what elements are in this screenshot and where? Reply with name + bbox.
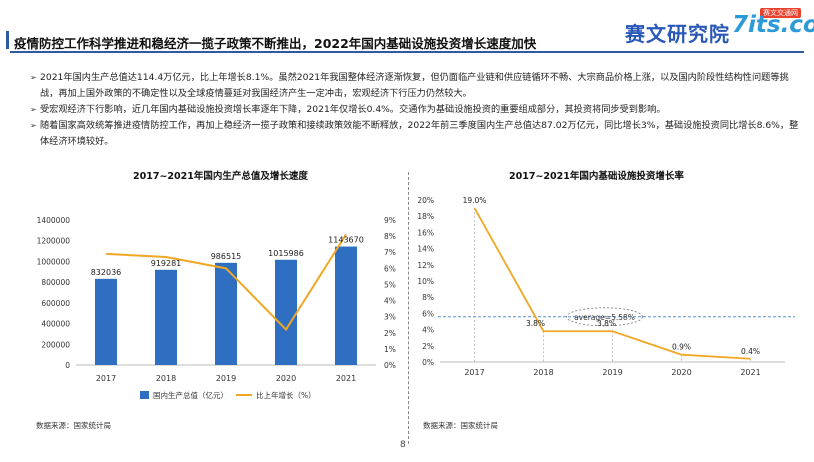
y-tick-label: 12% [417, 261, 434, 270]
y-right-tick-label: 5% [384, 280, 396, 289]
x-tick-label: 2021 [336, 374, 356, 383]
arrow-bullet-icon: ➢ [30, 105, 37, 114]
gdp-bar [335, 246, 357, 365]
average-label: average=5.58% [574, 313, 635, 322]
x-tick-label: 2018 [156, 374, 176, 383]
page-number: 8 [400, 440, 406, 450]
growth-value-label: 3.8% [526, 319, 545, 328]
y-tick-label: 10% [417, 277, 434, 286]
legend-label-line: 比上年增长（%） [256, 390, 316, 400]
y-tick-label: 0% [422, 358, 434, 367]
y-right-tick-label: 7% [384, 248, 396, 257]
growth-value-label: 19.0% [463, 196, 487, 205]
gdp-value-label: 919281 [151, 259, 182, 268]
y-right-tick-label: 8% [384, 232, 396, 241]
gdp-value-label: 986515 [211, 252, 242, 261]
y-right-tick-label: 6% [384, 264, 396, 273]
legend-swatch-bar [140, 391, 149, 399]
growth-value-label: 0.9% [672, 343, 691, 352]
chart-divider [408, 172, 409, 444]
brand-logo-cn[interactable]: 赛文研究院 [625, 22, 730, 46]
y-tick-label: 8% [422, 293, 434, 302]
x-tick-label: 2021 [740, 368, 760, 377]
title-rule [10, 51, 804, 53]
gdp-chart: 0 200000 400000 600000 800000 1000000 1200000 1… [37, 216, 396, 400]
y-tick-label: 4% [422, 326, 434, 335]
x-tick-label: 2019 [602, 368, 622, 377]
bullet-text: 随着国家高效统筹推进疫情防控工作，再加上稳经济一揽子政策和接续政策效能不断释放，… [40, 120, 799, 147]
bullet-text: 受宏观经济下行影响，近几年国内基础设施投资增长率逐年下降，2021年仅增长0.4… [40, 104, 666, 115]
y-tick-label: 2% [422, 342, 434, 351]
infra-chart-title: 2017~2021年国内基础设施投资增长率 [509, 171, 684, 182]
y-tick-label: 14% [417, 245, 434, 254]
x-tick-label: 2019 [216, 374, 236, 383]
gdp-value-label: 1015986 [268, 249, 304, 258]
y-left-tick-label: 400000 [41, 320, 70, 329]
y-right-tick-label: 9% [384, 216, 396, 225]
average-callout [566, 307, 643, 327]
y-left-tick-label: 600000 [41, 299, 70, 308]
brand-logo-badge: 赛文交通网 [760, 8, 801, 18]
growth-rate-line [473, 207, 751, 360]
y-left-tick-label: 1200000 [37, 237, 71, 246]
gdp-bar [215, 262, 237, 365]
infra-source-note: 数据来源：国家统计局 [423, 421, 498, 430]
y-tick-label: 16% [417, 228, 434, 237]
x-tick-label: 2017 [96, 374, 116, 383]
y-left-tick-label: 200000 [41, 340, 70, 349]
bullet-text: 2021年国内生产总值达114.4万亿元，比上年增长8.1%。虽然2021年我国… [40, 72, 789, 99]
growth-line [105, 233, 347, 332]
bullet-item: ➢ 受宏观经济下行影响，近几年国内基础设施投资增长率逐年下降，2021年仅增长0… [30, 102, 800, 118]
arrow-bullet-icon: ➢ [30, 73, 37, 82]
arrow-bullet-icon: ➢ [30, 121, 37, 130]
bullet-item: ➢ 2021年国内生产总值达114.4万亿元，比上年增长8.1%。虽然2021年… [30, 70, 800, 102]
legend-label-bar: 国内生产总值（亿元） [153, 390, 228, 400]
y-tick-label: 6% [422, 309, 434, 318]
growth-value-label: 3.8% [597, 319, 616, 328]
gdp-bar [275, 259, 297, 365]
bullet-item: ➢ 随着国家高效统筹推进疫情防控工作，再加上稳经济一揽子政策和接续政策效能不断释… [30, 118, 800, 150]
y-right-tick-label: 2% [384, 329, 396, 338]
x-tick-label: 2018 [533, 368, 553, 377]
x-tick-label: 2017 [464, 368, 484, 377]
x-tick-label: 2020 [671, 368, 691, 377]
header: 疫情防控工作科学推进和稳经济一揽子政策不断推出，2022年国内基础设施投资增长速… [0, 0, 814, 53]
y-left-tick-label: 1400000 [37, 216, 71, 225]
infra-chart: 0% 2% 4% 6% 8% 10% 12% 14% 16% 18% 20% 2017 2018 2019… [417, 196, 795, 377]
growth-value-label: 0.4% [741, 347, 760, 356]
gdp-value-label: 1143670 [328, 236, 364, 245]
y-right-tick-label: 1% [384, 345, 396, 354]
brand-logo-en[interactable]: 7its.com [732, 12, 814, 38]
gdp-chart-title: 2017~2021年国内生产总值及增长速度 [133, 171, 308, 182]
gdp-value-label: 832036 [91, 268, 122, 277]
y-left-tick-label: 800000 [41, 278, 70, 287]
gdp-bar [95, 278, 117, 365]
page-title: 疫情防控工作科学推进和稳经济一揽子政策不断推出，2022年国内基础设施投资增长速… [14, 36, 537, 51]
y-right-tick-label: 3% [384, 313, 396, 322]
y-left-tick-label: 1000000 [37, 257, 71, 266]
y-right-tick-label: 0% [384, 361, 396, 370]
bullet-list: ➢ 2021年国内生产总值达114.4万亿元，比上年增长8.1%。虽然2021年… [30, 70, 800, 150]
gdp-bar [155, 269, 177, 365]
y-tick-label: 18% [417, 212, 434, 221]
gdp-source-note: 数据来源：国家统计局 [36, 421, 111, 430]
y-right-tick-label: 4% [384, 297, 396, 306]
x-tick-label: 2020 [276, 374, 296, 383]
title-accent-bar [6, 31, 9, 49]
y-tick-label: 20% [417, 196, 434, 205]
y-left-tick-label: 0 [65, 361, 70, 370]
